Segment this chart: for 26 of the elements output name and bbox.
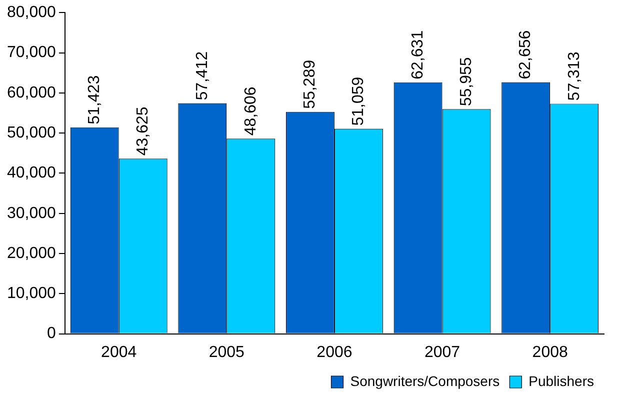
data-label: 43,625 bbox=[134, 106, 152, 156]
data-label: 51,059 bbox=[350, 76, 368, 126]
y-tick-label: 60,000 bbox=[7, 84, 56, 102]
y-tick-label: 70,000 bbox=[7, 44, 56, 62]
data-label: 55,289 bbox=[302, 60, 319, 109]
y-tick-label: 20,000 bbox=[7, 244, 56, 262]
y-tick-label: 30,000 bbox=[7, 204, 56, 222]
x-tick-label: 2005 bbox=[208, 344, 245, 361]
legend-label: Publishers bbox=[528, 372, 594, 389]
y-tick-label: 0 bbox=[47, 325, 56, 342]
data-label: 48,606 bbox=[242, 86, 260, 136]
data-label: 57,313 bbox=[566, 52, 583, 101]
data-label: 57,412 bbox=[194, 51, 211, 100]
x-tick-label: 2007 bbox=[424, 344, 460, 361]
data-label: 51,423 bbox=[86, 75, 103, 124]
data-label: 55,955 bbox=[458, 57, 475, 106]
x-tick-label: 2008 bbox=[532, 344, 568, 361]
y-tick-label: 80,000 bbox=[7, 4, 56, 22]
y-tick-label: 40,000 bbox=[7, 164, 56, 182]
data-label: 62,631 bbox=[409, 30, 426, 80]
x-tick-label: 2006 bbox=[316, 344, 352, 361]
y-tick-label: 50,000 bbox=[7, 124, 56, 142]
data-label: 62,656 bbox=[517, 30, 534, 80]
x-tick-label: 2004 bbox=[101, 344, 137, 361]
legend-label: Songwriters/Composers bbox=[350, 372, 500, 389]
y-tick-label: 10,000 bbox=[7, 285, 56, 302]
